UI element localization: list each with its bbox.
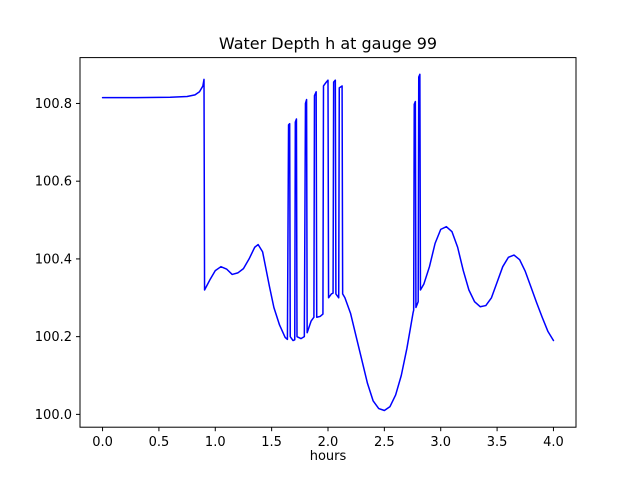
y-tick-label: 100.2 [35, 330, 72, 345]
x-tick-label: 0.0 [92, 435, 113, 450]
y-tick-label: 100.4 [35, 252, 72, 267]
x-tick-label: 3.0 [430, 435, 451, 450]
x-tick-label: 2.0 [318, 435, 339, 450]
y-tick-label: 100.6 [35, 175, 72, 190]
x-tick-label: 2.5 [374, 435, 395, 450]
water-depth-line [101, 73, 555, 412]
y-tick-label: 100.0 [35, 408, 72, 423]
x-tick-label: 1.5 [261, 435, 282, 450]
x-tick-label: 4.0 [543, 435, 564, 450]
y-tick-label: 100.8 [35, 97, 72, 112]
chart-title: Water Depth h at gauge 99 [218, 34, 438, 53]
x-tick-label: 3.5 [487, 435, 508, 450]
x-axis-label: hours [309, 449, 347, 464]
x-tick-label: 1.0 [205, 435, 226, 450]
x-tick-label: 0.5 [149, 435, 170, 450]
